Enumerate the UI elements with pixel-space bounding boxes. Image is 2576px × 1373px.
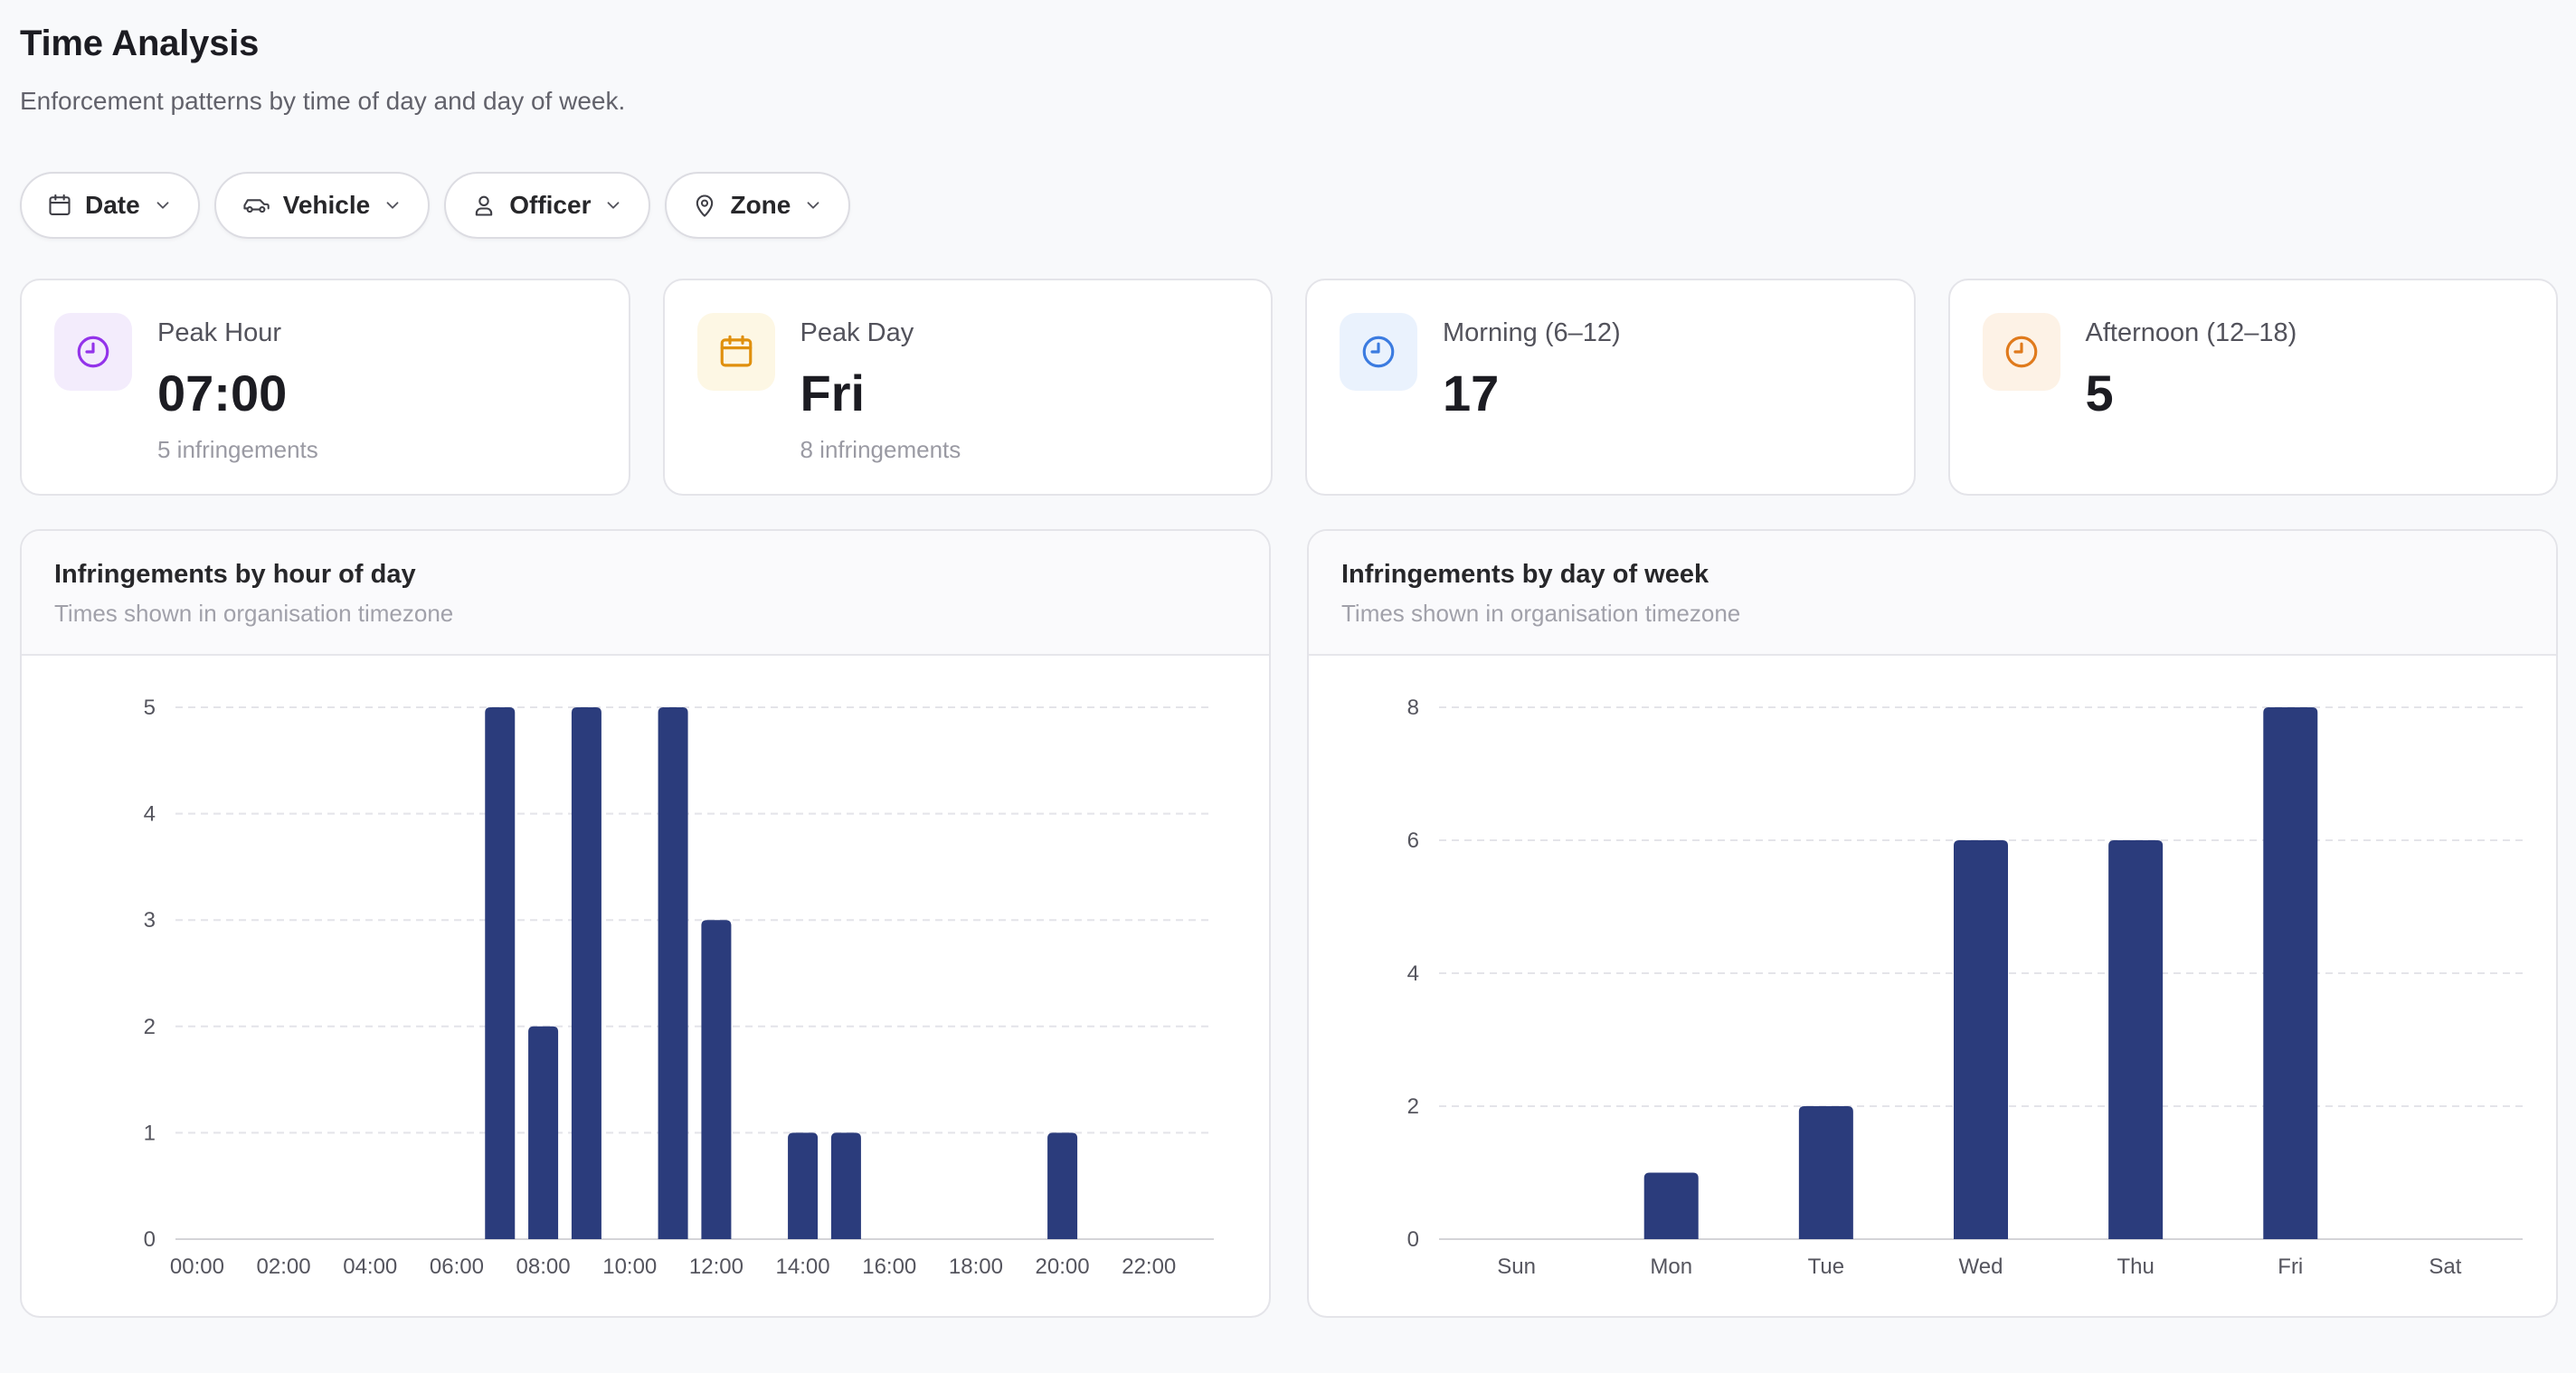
x-tick-label: Tue	[1808, 1255, 1844, 1279]
vehicle-filter-label: Vehicle	[282, 191, 371, 219]
chart-header: Infringements by day of week Times shown…	[1309, 531, 2556, 656]
hourly-chart-card: Infringements by hour of day Times shown…	[20, 529, 1271, 1318]
clock-icon	[1982, 313, 2060, 391]
date-filter-button[interactable]: Date	[20, 172, 200, 239]
x-tick-label: 04:00	[343, 1255, 397, 1279]
y-tick-label: 3	[144, 908, 156, 933]
bar-07:00[interactable]	[485, 707, 516, 1239]
y-tick-label: 1	[144, 1121, 156, 1145]
chevron-down-icon	[803, 195, 823, 215]
x-tick-label: Wed	[1959, 1255, 2003, 1279]
officer-filter-button[interactable]: Officer	[444, 172, 651, 239]
x-tick-label: 00:00	[170, 1255, 224, 1279]
weekly-bar-chart: 0 2 4 6 8 Sun Mon Tue Wed Thu Fri Sat	[1407, 696, 2523, 1279]
x-tick-label: 12:00	[689, 1255, 743, 1279]
clock-icon	[54, 313, 132, 391]
map-pin-icon	[692, 193, 717, 218]
x-tick-label: 14:00	[776, 1255, 830, 1279]
y-tick-label: 2	[1407, 1094, 1419, 1119]
clock-icon	[1340, 313, 1417, 391]
zone-filter-button[interactable]: Zone	[665, 172, 851, 239]
chevron-down-icon	[383, 195, 402, 215]
page-title: Time Analysis	[20, 24, 260, 63]
chart-header: Infringements by hour of day Times shown…	[22, 531, 1269, 656]
bar-09:00[interactable]	[571, 707, 601, 1239]
kpi-subtext: 5 infringements	[157, 436, 318, 463]
x-tick-label: 10:00	[602, 1255, 657, 1279]
x-tick-label: 16:00	[862, 1255, 916, 1279]
car-icon	[242, 193, 270, 218]
chevron-down-icon	[153, 195, 173, 215]
kpi-subtext: 8 infringements	[800, 436, 961, 463]
hourly-bar-chart: 0 1 2 3 4 5 00:00 02:00 04:00 06:00 08:00 10:00 12:0…	[144, 696, 1214, 1279]
chart-row: Infringements by hour of day Times shown…	[20, 529, 2558, 1318]
calendar-icon	[696, 313, 775, 391]
bar-20:00[interactable]	[1047, 1132, 1078, 1239]
kpi-label: Afternoon (12–18)	[2085, 318, 2297, 347]
bar-Thu[interactable]	[2108, 840, 2164, 1239]
x-tick-label: 06:00	[430, 1255, 484, 1279]
x-tick-label: Sat	[2429, 1255, 2461, 1279]
afternoon-card: Afternoon (12–18) 5	[1947, 279, 2558, 496]
kpi-value: 07:00	[157, 365, 288, 421]
y-tick-label: 0	[144, 1227, 156, 1252]
chart-title: Infringements by hour of day	[54, 560, 416, 589]
bar-Wed[interactable]	[1954, 840, 2008, 1239]
x-tick-label: Fri	[2278, 1255, 2303, 1279]
page-subtitle: Enforcement patterns by time of day and …	[20, 87, 626, 115]
bar-Tue[interactable]	[1798, 1106, 1853, 1239]
kpi-row: Peak Hour 07:00 5 infringements Peak Day…	[20, 279, 2558, 496]
y-tick-label: 4	[144, 802, 156, 827]
user-icon	[471, 193, 497, 218]
kpi-label: Morning (6–12)	[1443, 318, 1621, 347]
peak-day-card: Peak Day Fri 8 infringements	[662, 279, 1273, 496]
x-tick-label: 22:00	[1122, 1255, 1176, 1279]
bar-14:00[interactable]	[788, 1132, 819, 1239]
morning-card: Morning (6–12) 17	[1305, 279, 1916, 496]
peak-hour-card: Peak Hour 07:00 5 infringements	[20, 279, 630, 496]
x-tick-label: Mon	[1650, 1255, 1692, 1279]
x-tick-label: 08:00	[516, 1255, 571, 1279]
bar-15:00[interactable]	[830, 1132, 861, 1239]
y-tick-label: 0	[1407, 1227, 1419, 1252]
chevron-down-icon	[603, 195, 623, 215]
zone-filter-label: Zone	[730, 191, 791, 219]
bar-08:00[interactable]	[528, 1026, 559, 1239]
weekly-chart-card: Infringements by day of week Times shown…	[1307, 529, 2558, 1318]
x-tick-label: Sun	[1497, 1255, 1536, 1279]
y-tick-label: 8	[1407, 696, 1419, 720]
y-tick-label: 2	[144, 1015, 156, 1039]
chart-title: Infringements by day of week	[1341, 560, 1709, 589]
date-filter-label: Date	[85, 191, 140, 219]
y-tick-label: 6	[1407, 829, 1419, 853]
kpi-value: Fri	[800, 365, 866, 421]
kpi-value: 17	[1443, 365, 1500, 421]
chart-subtitle: Times shown in organisation timezone	[1341, 600, 1741, 627]
bar-Fri[interactable]	[2263, 707, 2318, 1239]
x-tick-label: 18:00	[949, 1255, 1003, 1279]
kpi-label: Peak Day	[800, 318, 914, 347]
calendar-icon	[47, 193, 72, 218]
x-tick-label: 02:00	[257, 1255, 311, 1279]
x-tick-label: Thu	[2117, 1255, 2154, 1279]
officer-filter-label: Officer	[509, 191, 592, 219]
x-tick-label: 20:00	[1036, 1255, 1090, 1279]
bar-Mon[interactable]	[1643, 1172, 1699, 1240]
y-tick-label: 5	[144, 696, 156, 720]
kpi-value: 5	[2085, 365, 2114, 421]
chart-subtitle: Times shown in organisation timezone	[54, 600, 454, 627]
vehicle-filter-button[interactable]: Vehicle	[213, 172, 431, 239]
bar-11:00[interactable]	[658, 707, 688, 1239]
y-tick-label: 4	[1407, 961, 1419, 986]
filter-bar: Date Vehicle Officer	[20, 172, 851, 239]
kpi-label: Peak Hour	[157, 318, 282, 347]
bar-12:00[interactable]	[701, 920, 732, 1239]
